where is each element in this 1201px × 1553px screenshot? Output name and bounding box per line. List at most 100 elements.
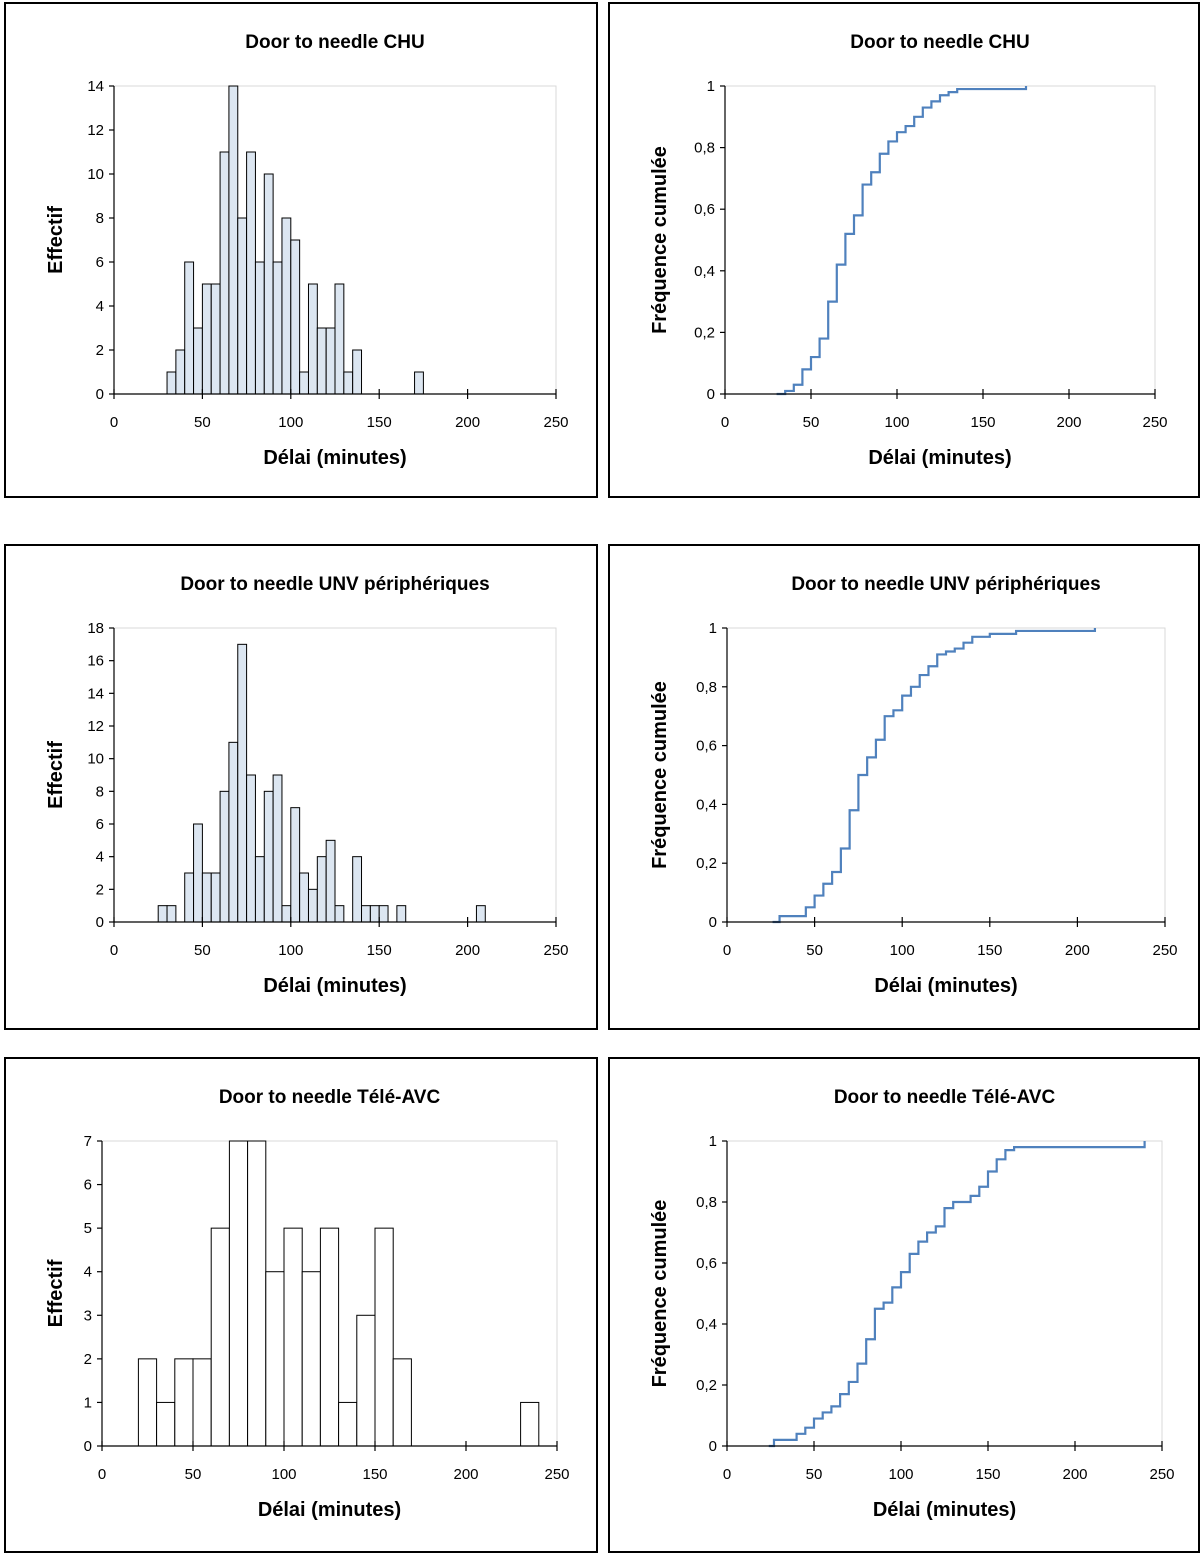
y-tick-label: 0,2 (694, 324, 715, 341)
histogram-bar (193, 823, 203, 923)
y-tick-label: 0,4 (694, 263, 715, 280)
y-tick-label: 16 (87, 653, 104, 670)
y-tick-label: 3 (84, 1307, 92, 1324)
y-axis-label: Fréquence cumulée (649, 681, 671, 869)
chart-title: Door to needle UNV périphériques (180, 574, 489, 595)
y-tick-label: 10 (87, 751, 104, 768)
histogram-bar (369, 905, 380, 923)
histogram-bar (307, 888, 318, 923)
histogram-bar (219, 790, 230, 923)
x-tick-label: 100 (278, 414, 303, 431)
y-axis-label: Effectif (45, 1259, 67, 1327)
histogram-bar (301, 1271, 321, 1447)
histogram-bar (338, 1401, 358, 1447)
y-tick-label: 0,6 (696, 1255, 717, 1272)
chart-title: Door to needle Télé-AVC (834, 1087, 1056, 1108)
x-tick-label: 150 (970, 414, 995, 431)
y-tick-label: 7 (84, 1133, 92, 1150)
x-tick-label: 0 (110, 414, 118, 431)
histogram-bar (175, 349, 186, 395)
x-tick-label: 150 (367, 942, 392, 959)
y-tick-label: 0 (96, 914, 104, 931)
chart-svg-teleavc-histogram: Door to needle Télé-AVC 0 50 100 150 200 250 0 1… (45, 1087, 570, 1521)
histogram-bar (520, 1401, 540, 1447)
y-tick-label: 0,8 (696, 679, 717, 696)
x-tick-label: 200 (1056, 414, 1081, 431)
histogram-bar (316, 856, 327, 923)
histogram-bar (319, 1227, 340, 1447)
histogram-bar (392, 1358, 412, 1447)
histogram-bar (228, 741, 239, 923)
x-tick-label: 50 (194, 414, 211, 431)
histogram-bar (210, 1227, 230, 1447)
y-tick-label: 0,2 (696, 1377, 717, 1394)
histogram-bar (246, 774, 256, 923)
chart-panel-unv-cumulative: Door to needle UNV périphériques 0 50 100 15… (608, 544, 1200, 1030)
y-axis-label: Fréquence cumulée (649, 146, 671, 334)
chart-svg-teleavc-cumulative: Door to needle Télé-AVC 0 50 100 150 200 250 0 0… (649, 1087, 1175, 1521)
histogram-bar (325, 839, 336, 923)
y-tick-label: 4 (84, 1264, 92, 1281)
x-axis-label: Délai (minutes) (263, 447, 406, 469)
plot-area (726, 1140, 1163, 1447)
x-tick-label: 50 (803, 414, 820, 431)
x-tick-label: 150 (367, 414, 392, 431)
x-tick-label: 250 (543, 942, 568, 959)
histogram-bar (201, 283, 212, 395)
x-tick-label: 100 (884, 414, 909, 431)
y-tick-label: 0 (84, 1438, 92, 1455)
y-axis-label: Effectif (45, 741, 67, 809)
chart-title: Door to needle CHU (850, 32, 1029, 53)
histogram-bar (156, 1401, 176, 1447)
histogram-bar (228, 1140, 249, 1447)
histogram-bar (192, 1358, 212, 1447)
histogram-bar (325, 327, 336, 395)
y-tick-label: 0,6 (694, 201, 715, 218)
x-tick-label: 200 (453, 1466, 478, 1483)
x-axis-label: Délai (minutes) (263, 975, 406, 997)
chart-panel-teleavc-cumulative: Door to needle Télé-AVC 0 50 100 150 200 250 0 0… (608, 1057, 1200, 1553)
histogram-bar (263, 790, 274, 923)
histogram-bar (334, 283, 345, 395)
histogram-bar (343, 371, 354, 395)
x-tick-label: 0 (721, 414, 729, 431)
y-tick-label: 0 (707, 386, 715, 403)
histogram-bar (265, 1271, 285, 1447)
y-axis-label: Effectif (45, 206, 67, 274)
cumulative-series-line (768, 1141, 1146, 1448)
x-tick-label: 0 (723, 1466, 731, 1483)
x-tick-label: 150 (977, 942, 1002, 959)
histogram-bar (193, 327, 203, 395)
histogram-bar (307, 283, 318, 395)
histogram-bar (137, 1358, 158, 1447)
x-tick-label: 100 (888, 1466, 913, 1483)
histogram-bar (299, 872, 309, 923)
chart-panel-unv-histogram: Door to needle UNV périphériques 0 50 100 15… (4, 544, 598, 1030)
histogram-bar (356, 1314, 376, 1447)
x-tick-label: 250 (543, 414, 568, 431)
x-tick-label: 250 (1142, 414, 1167, 431)
x-tick-label: 250 (544, 1466, 569, 1483)
x-tick-label: 0 (110, 942, 118, 959)
chart-panel-chu-histogram: Door to needle CHU 0 50 100 150 200 250 0 2 4 6 8 10… (4, 2, 598, 498)
histogram-bar (210, 283, 221, 395)
chart-title: Door to needle Télé-AVC (219, 1087, 441, 1108)
chart-panel-chu-cumulative: Door to needle CHU 0 50 100 150 200 250 0 0,2 0,4… (608, 2, 1200, 498)
plot-area (726, 627, 1166, 923)
y-tick-label: 6 (84, 1177, 92, 1194)
histogram-bar (166, 371, 177, 395)
histogram-bar (219, 151, 230, 395)
y-tick-label: 2 (84, 1351, 92, 1368)
histogram-bar (316, 327, 327, 395)
histogram-bar (254, 261, 265, 395)
histogram-bar (237, 217, 248, 395)
histogram-bar (157, 905, 168, 923)
x-tick-label: 100 (278, 942, 303, 959)
chart-panel-teleavc-histogram: Door to needle Télé-AVC 0 50 100 150 200 250 0 1… (4, 1057, 598, 1553)
y-tick-label: 1 (84, 1394, 92, 1411)
plot-area (724, 85, 1156, 395)
y-tick-label: 0,6 (696, 738, 717, 755)
histogram-bar (290, 807, 301, 923)
histogram-bar (281, 905, 292, 923)
y-tick-label: 10 (87, 166, 104, 183)
